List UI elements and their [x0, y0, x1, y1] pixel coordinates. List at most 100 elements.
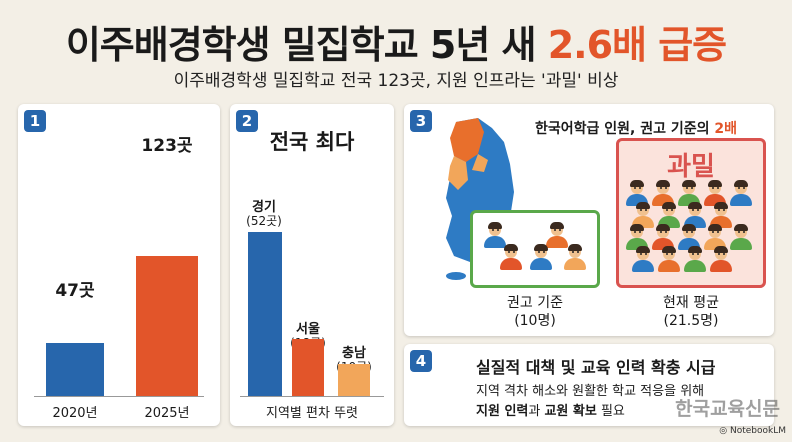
current-caption: 현재 평균: [663, 295, 719, 311]
person-icon: [710, 246, 732, 272]
person-eye: [717, 231, 719, 233]
person-eye: [718, 253, 720, 255]
person-eye: [492, 229, 494, 231]
person-body: [546, 236, 568, 248]
chart-caption: 지역별 편차 뚜렷: [266, 406, 358, 421]
person-eye: [718, 209, 720, 211]
person-eye: [554, 229, 556, 231]
person-hair: [688, 246, 702, 253]
bar-2020: [46, 343, 104, 396]
notebooklm-text: NotebookLM: [729, 426, 786, 436]
person-body: [658, 260, 680, 272]
person-eye: [666, 253, 668, 255]
region-label: 경기: [252, 200, 276, 215]
person-body: [530, 258, 552, 270]
publisher-watermark: 한국교육신문: [675, 398, 780, 420]
axis-baseline: [34, 396, 204, 397]
person-hair: [534, 244, 548, 251]
person-icon: [684, 246, 706, 272]
person-body: [710, 260, 732, 272]
action-line-1: 지역 격차 해소와 원활한 학교 적응을 위해: [476, 384, 705, 399]
panel-action: 4 실질적 대책 및 교육 인력 확충 시급 지역 격차 해소와 원활한 학교 …: [404, 344, 774, 426]
page-title: 이주배경학생 밀집학교 5년 새 2.6배 급증: [0, 14, 792, 69]
bar-2025: [136, 256, 198, 396]
recommended-caption: 권고 기준: [507, 295, 563, 311]
recommended-people-group: [484, 222, 588, 284]
crowded-label: 과밀: [667, 152, 715, 182]
person-eye: [634, 231, 636, 233]
person-eye: [634, 187, 636, 189]
person-icon: [632, 246, 654, 272]
person-eye: [671, 209, 673, 211]
person-hair: [714, 202, 728, 209]
panel-heading: 한국어학급 인원, 권고 기준의 2배: [516, 118, 756, 138]
person-eye: [697, 253, 699, 255]
person-body: [730, 238, 752, 250]
person-eye: [743, 187, 745, 189]
region-label: 충남: [342, 346, 366, 361]
person-hair: [708, 224, 722, 231]
person-eye: [660, 231, 662, 233]
map-region-lightorange-2: [472, 154, 488, 172]
map-region-orange: [450, 118, 484, 162]
person-icon: [730, 180, 752, 206]
person-hair: [568, 244, 582, 251]
person-hair: [636, 202, 650, 209]
person-eye: [508, 251, 510, 253]
person-hair: [708, 180, 722, 187]
x-tick-label: 2025년: [144, 406, 190, 421]
person-eye: [665, 187, 667, 189]
highlight-teachers: 교원 확보: [544, 404, 597, 419]
person-icon: [564, 244, 586, 270]
panel-growth-chart: 1 47곳 123곳 2020년 2025년: [18, 104, 220, 426]
person-icon: [530, 244, 552, 270]
recommended-caption-count: (10명): [514, 313, 556, 329]
person-eye: [645, 209, 647, 211]
person-hair: [714, 246, 728, 253]
title-main: 이주배경학생 밀집학교 5년 새: [65, 23, 548, 67]
person-eye: [543, 251, 545, 253]
person-eye: [686, 231, 688, 233]
panel-heading: 실질적 대책 및 교육 인력 확충 시급: [476, 358, 716, 377]
person-eye: [692, 253, 694, 255]
person-eye: [671, 253, 673, 255]
person-eye: [497, 229, 499, 231]
map-island: [446, 272, 466, 280]
person-eye: [660, 187, 662, 189]
person-icon: [546, 222, 568, 248]
person-icon: [658, 246, 680, 272]
person-icon: [500, 244, 522, 270]
person-body: [564, 258, 586, 270]
current-caption-count: (21.5명): [663, 313, 719, 329]
person-hair: [656, 180, 670, 187]
person-eye: [572, 251, 574, 253]
person-hair: [688, 202, 702, 209]
person-hair: [682, 180, 696, 187]
person-eye: [738, 187, 740, 189]
person-eye: [712, 231, 714, 233]
notebooklm-icon: ◎: [719, 426, 730, 436]
person-eye: [738, 231, 740, 233]
person-eye: [639, 187, 641, 189]
person-hair: [682, 224, 696, 231]
person-eye: [513, 251, 515, 253]
panel-class-size: 3 한국어학급 인원, 권고 기준의 2배 권고 기준 (10명) 과밀 현재 …: [404, 104, 774, 336]
panel-number-badge: 2: [236, 110, 258, 132]
panel-regional-chart: 2 전국 최다 경기 (52곳) 서울 (18곳) 충남 (10곳) 지역별 편…: [230, 104, 394, 426]
axis-baseline: [240, 396, 384, 397]
person-eye: [640, 253, 642, 255]
person-eye: [691, 187, 693, 189]
person-eye: [692, 209, 694, 211]
person-eye: [686, 187, 688, 189]
panel-number-badge: 3: [410, 110, 432, 132]
person-hair: [504, 244, 518, 251]
heading-highlight: 2배: [714, 121, 737, 137]
person-eye: [639, 231, 641, 233]
person-eye: [666, 209, 668, 211]
bar-value-label: 123곳: [141, 136, 193, 156]
bar-value-label: (52곳): [246, 214, 282, 228]
notebooklm-watermark: ◎ NotebookLM: [690, 426, 786, 436]
person-body: [632, 260, 654, 272]
person-hair: [488, 222, 502, 229]
bar-chungnam: [338, 364, 370, 396]
